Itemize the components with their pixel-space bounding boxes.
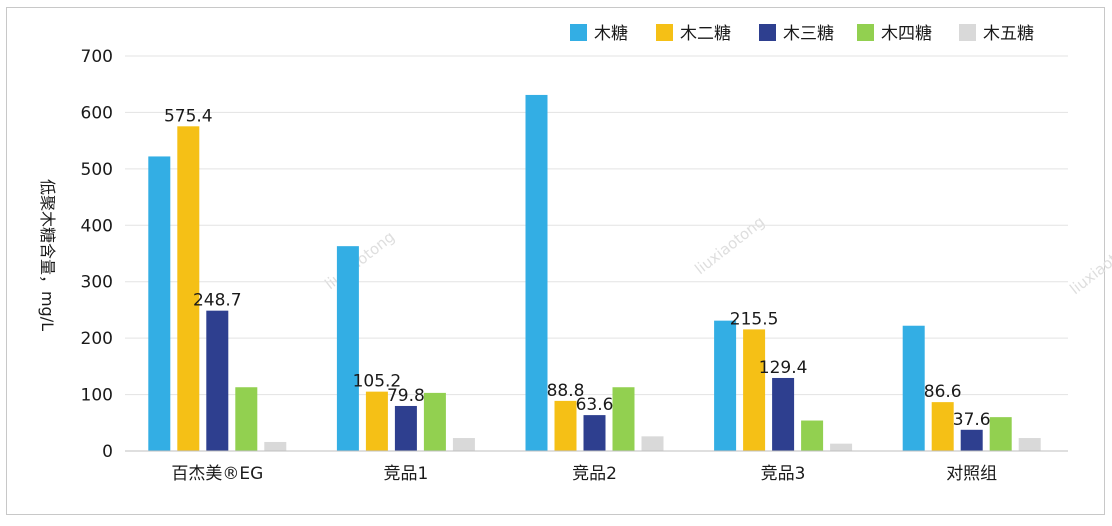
bar-3-2 bbox=[772, 377, 795, 451]
bar-0-4 bbox=[264, 441, 287, 451]
bar-4-3 bbox=[989, 417, 1012, 451]
y-tick-label: 300 bbox=[81, 273, 113, 293]
legend-swatch-2 bbox=[759, 24, 776, 41]
bar-0-0 bbox=[148, 156, 171, 451]
legend: 木糖 木二糖 木三糖 木四糖 木五糖 bbox=[570, 24, 1034, 44]
bar-0-3 bbox=[235, 387, 258, 451]
bar-0-2 bbox=[206, 310, 229, 451]
bar-4-2 bbox=[960, 429, 983, 451]
bar-2-4 bbox=[641, 436, 664, 451]
y-axis-ticks: 0 100 200 300 400 500 600 700 bbox=[81, 47, 113, 462]
x-axis-categories: 百杰美®EG 竞品1 竞品2 竞品3 对照组 bbox=[171, 464, 997, 484]
legend-label-0: 木糖 bbox=[594, 24, 628, 44]
bar-4-0 bbox=[902, 325, 925, 451]
bar-2-0 bbox=[525, 94, 548, 451]
y-tick-label: 400 bbox=[81, 216, 113, 236]
y-tick-label: 0 bbox=[102, 442, 113, 462]
y-tick-label: 600 bbox=[81, 103, 113, 123]
legend-label-2: 木三糖 bbox=[783, 24, 834, 44]
bar-4-4 bbox=[1018, 438, 1041, 451]
bar-1-4 bbox=[452, 438, 475, 451]
y-tick-label: 100 bbox=[81, 386, 113, 406]
data-label: 88.8 bbox=[547, 381, 585, 401]
y-axis-label: 低聚木糖含量，mg/L bbox=[38, 179, 57, 331]
watermark-text-2: liuxiaotong bbox=[1066, 233, 1112, 298]
data-label: 129.4 bbox=[759, 358, 808, 378]
data-label: 86.6 bbox=[924, 382, 962, 402]
data-label: 215.5 bbox=[730, 309, 779, 329]
bar-2-2 bbox=[583, 415, 606, 451]
x-category-label: 对照组 bbox=[946, 464, 997, 484]
x-category-label: 竞品3 bbox=[761, 464, 806, 484]
bar-1-1 bbox=[365, 391, 388, 451]
bar-2-3 bbox=[612, 387, 635, 451]
bar-1-0 bbox=[336, 246, 359, 451]
bar-4-1 bbox=[931, 402, 954, 451]
data-label: 37.6 bbox=[953, 410, 991, 430]
bar-0-1 bbox=[177, 126, 200, 451]
x-category-label: 百杰美®EG bbox=[171, 464, 263, 484]
legend-label-3: 木四糖 bbox=[881, 24, 932, 44]
data-label: 63.6 bbox=[576, 395, 614, 415]
data-label: 79.8 bbox=[387, 386, 425, 406]
watermark-text-1: liuxiaotong bbox=[691, 213, 768, 278]
legend-swatch-3 bbox=[857, 24, 874, 41]
x-category-label: 竞品1 bbox=[383, 464, 428, 484]
y-tick-label: 500 bbox=[81, 160, 113, 180]
bar-2-1 bbox=[554, 400, 577, 451]
legend-swatch-4 bbox=[959, 24, 976, 41]
bar-3-3 bbox=[801, 420, 824, 451]
y-tick-label: 700 bbox=[81, 47, 113, 67]
bar-1-2 bbox=[394, 405, 417, 451]
data-label: 575.4 bbox=[164, 106, 213, 126]
legend-label-1: 木二糖 bbox=[680, 24, 731, 44]
data-labels: 575.4 248.7 105.279.8 88.863.6 215.5 129.4 86.… bbox=[164, 106, 991, 429]
bar-1-3 bbox=[423, 392, 446, 451]
bar-3-0 bbox=[714, 320, 737, 451]
legend-swatch-0 bbox=[570, 24, 587, 41]
y-tick-label: 200 bbox=[81, 329, 113, 349]
legend-swatch-1 bbox=[656, 24, 673, 41]
watermark-text-0: liuxiaotong bbox=[321, 228, 398, 293]
data-label: 248.7 bbox=[193, 291, 242, 311]
x-category-label: 竞品2 bbox=[572, 464, 617, 484]
legend-label-4: 木五糖 bbox=[983, 24, 1034, 44]
bars bbox=[148, 94, 1041, 451]
bar-3-1 bbox=[743, 329, 766, 451]
gridlines bbox=[125, 55, 1068, 396]
bar-3-4 bbox=[830, 443, 853, 451]
data-label: 105.2 bbox=[353, 372, 402, 392]
